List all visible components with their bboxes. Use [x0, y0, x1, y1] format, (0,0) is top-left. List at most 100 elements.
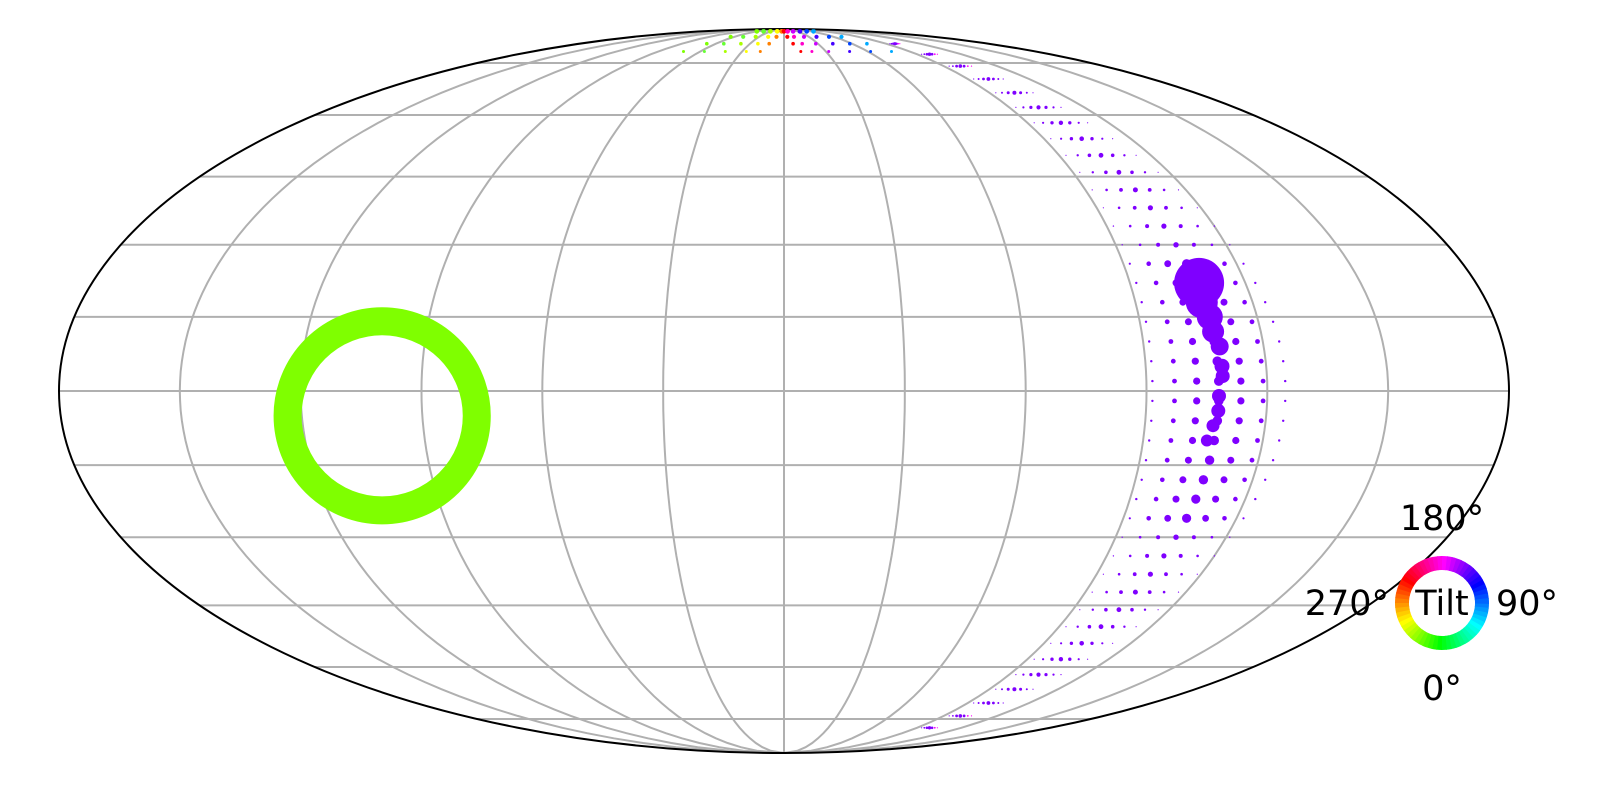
arc-point — [1249, 319, 1255, 325]
arc-point — [1179, 476, 1187, 484]
arc-point — [1132, 589, 1138, 595]
top-arc-point — [739, 41, 743, 46]
arc-point — [1029, 105, 1033, 109]
arc-point — [1196, 224, 1199, 228]
arc-point — [1119, 590, 1123, 594]
arc-point — [1220, 298, 1228, 306]
top-arc-point — [758, 50, 762, 53]
arc-point — [1032, 92, 1034, 94]
arc-point — [1161, 553, 1167, 559]
arc-point — [1079, 171, 1081, 173]
cluster-point — [1200, 434, 1213, 447]
arc-point — [1177, 591, 1180, 593]
top-arc-point — [722, 41, 726, 46]
legend-tick-right: 90° — [1496, 584, 1558, 624]
arc-point — [1138, 243, 1142, 247]
arc-point — [1212, 495, 1220, 503]
arc-point — [1112, 225, 1115, 227]
arc-point — [1284, 379, 1287, 383]
arc-point — [1191, 242, 1196, 247]
arc-point — [982, 701, 985, 705]
arc-point — [1079, 609, 1081, 611]
arc-point — [1233, 280, 1238, 286]
arc-point — [1237, 397, 1245, 405]
arc-point — [1032, 688, 1034, 690]
arc-point — [1188, 337, 1197, 346]
arc-point — [1164, 205, 1168, 210]
top-arc-point — [705, 41, 709, 46]
wheel-segment — [1395, 592, 1410, 600]
arc-point — [1254, 497, 1257, 501]
top-arc-point — [865, 41, 869, 46]
arc-point — [921, 727, 923, 729]
arc-point — [997, 702, 1000, 704]
arc-point — [1098, 624, 1104, 630]
arc-point — [1090, 137, 1094, 141]
arc-point — [1156, 242, 1161, 247]
arc-point — [1255, 339, 1260, 344]
arc-point — [1180, 206, 1183, 210]
arc-point — [1284, 399, 1287, 403]
arc-point — [1116, 607, 1122, 613]
top-arc-point — [767, 41, 771, 46]
arc-point — [1006, 91, 1010, 95]
top-arc-point — [766, 34, 771, 39]
arc-point — [1132, 572, 1137, 577]
arc-point — [958, 64, 963, 68]
arc-point — [1161, 223, 1167, 229]
arc-point — [986, 701, 991, 705]
arc-point — [1068, 657, 1072, 661]
arc-point — [1036, 672, 1041, 677]
arc-point — [1258, 358, 1264, 364]
arc-point — [1258, 418, 1264, 424]
arc-point — [1105, 590, 1108, 594]
arc-point — [1091, 189, 1093, 191]
arc-point — [995, 688, 997, 690]
arc-point — [977, 702, 980, 704]
wheel-segment — [1455, 560, 1467, 575]
arc-point — [977, 78, 980, 80]
arc-point — [1160, 299, 1165, 305]
arc-point — [1019, 687, 1023, 691]
arc-point — [895, 42, 898, 45]
top-arc-point — [774, 29, 780, 34]
wheel-segment — [1460, 627, 1474, 642]
arc-point — [1150, 360, 1153, 363]
arc-point — [923, 726, 926, 729]
cluster-point — [1206, 419, 1220, 433]
arc-point — [1025, 688, 1028, 691]
arc-point — [1282, 419, 1285, 422]
wheel-segment — [1403, 621, 1418, 635]
arc-point — [1278, 340, 1281, 343]
arc-point — [1213, 555, 1216, 557]
arc-point — [1184, 318, 1192, 326]
arc-point — [1235, 417, 1243, 425]
arc-point — [1178, 553, 1183, 558]
arc-point — [1202, 514, 1209, 522]
wheel-segment — [1466, 571, 1481, 585]
arc-point — [1076, 625, 1079, 628]
arc-point — [1188, 436, 1197, 445]
arc-point — [1196, 573, 1198, 575]
arc-point — [1116, 169, 1122, 175]
legend-tick-bottom: 0° — [1422, 669, 1462, 709]
arc-point — [1065, 626, 1067, 628]
arc-point — [1150, 419, 1153, 422]
wheel-segment — [1414, 561, 1427, 577]
arc-point — [997, 78, 1000, 80]
top-arc-point — [702, 50, 706, 53]
arc-point — [897, 42, 899, 45]
arc-point — [1052, 106, 1055, 109]
top-arc-point — [831, 41, 835, 46]
arc-point — [1242, 262, 1245, 265]
arc-point — [1242, 477, 1247, 483]
arc-point — [927, 52, 932, 56]
arc-point — [933, 726, 936, 729]
arc-point — [1042, 658, 1045, 661]
arc-point — [1015, 106, 1017, 108]
arc-point — [1222, 516, 1227, 521]
arc-point — [1117, 206, 1121, 210]
top-arc-point — [800, 41, 804, 46]
wheel-segment — [1457, 629, 1470, 645]
wheel-segment — [1417, 631, 1429, 646]
